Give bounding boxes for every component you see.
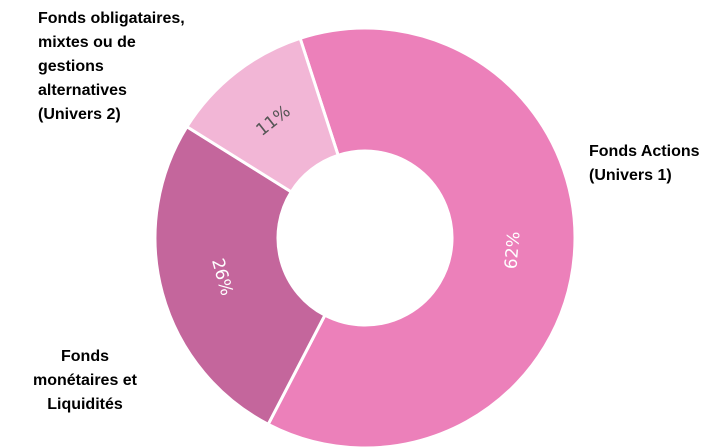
category-label-line: Fonds Actions (589, 143, 700, 160)
category-label-monetaires: Fonds monétaires et Liquidités (20, 345, 150, 417)
donut-slice (185, 36, 340, 194)
category-label-line: gestions (38, 58, 104, 75)
donut-slice (266, 26, 577, 448)
category-label-line: Fonds obligataires, (38, 10, 185, 27)
donut-slice (153, 125, 327, 426)
category-label-line: mixtes ou de (38, 34, 136, 51)
slice-percent-label: 62% (501, 231, 524, 270)
category-label-univers-1: Fonds Actions (Univers 1) (589, 140, 716, 188)
category-label-line: Liquidités (47, 396, 123, 413)
category-label-line: (Univers 1) (589, 167, 672, 184)
category-label-univers-2: Fonds obligataires, mixtes ou de gestion… (38, 7, 238, 127)
category-label-line: monétaires et (32, 372, 138, 389)
category-label-line: (Univers 2) (38, 106, 121, 123)
category-label-line: alternatives (38, 82, 127, 99)
donut-slices (153, 26, 577, 448)
category-label-line: Fonds (61, 348, 109, 365)
